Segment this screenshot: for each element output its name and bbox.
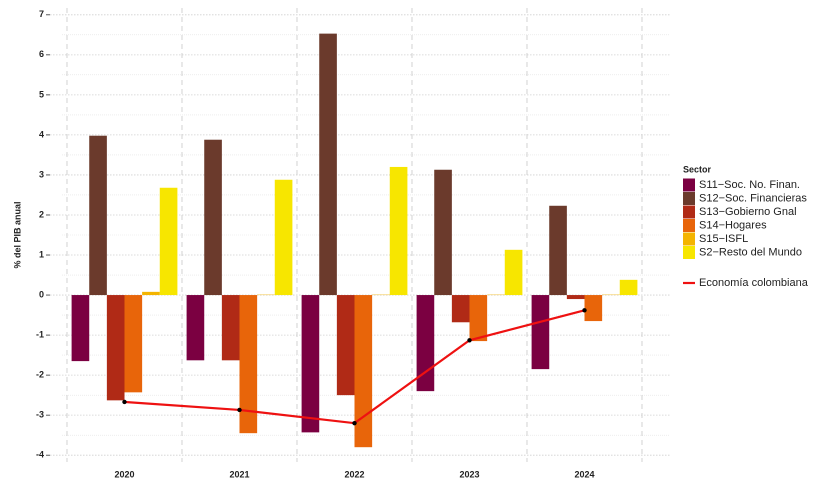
bar bbox=[566, 295, 585, 300]
bar bbox=[434, 169, 452, 296]
bar bbox=[89, 135, 107, 296]
bar bbox=[159, 187, 178, 296]
bar bbox=[301, 295, 320, 433]
legend-swatch bbox=[683, 178, 695, 192]
bar bbox=[319, 33, 337, 296]
bar bbox=[142, 291, 160, 296]
y-tick-label: 2 bbox=[39, 209, 44, 219]
bar bbox=[124, 295, 143, 393]
bar bbox=[106, 295, 125, 401]
y-tick-label: -1 bbox=[36, 329, 44, 339]
legend-label: S14−Hogares bbox=[699, 219, 767, 231]
y-axis-label: % del PIB anual bbox=[12, 201, 22, 268]
bar bbox=[204, 139, 222, 296]
bar bbox=[504, 249, 523, 296]
y-tick-label: 5 bbox=[39, 89, 44, 99]
bar bbox=[71, 295, 90, 362]
bar bbox=[549, 205, 567, 296]
bar bbox=[336, 295, 355, 396]
bar bbox=[186, 295, 205, 361]
y-tick-label: 4 bbox=[39, 129, 44, 139]
x-tick-label: 2024 bbox=[574, 469, 594, 479]
y-tick-label: 7 bbox=[39, 9, 44, 19]
bar bbox=[221, 295, 240, 361]
legend-swatch bbox=[683, 246, 695, 259]
legend-swatch bbox=[683, 205, 695, 219]
legend-swatch bbox=[683, 232, 695, 246]
bar bbox=[416, 295, 435, 392]
y-tick-label: 6 bbox=[39, 49, 44, 59]
line-point bbox=[582, 308, 587, 313]
y-tick-label: 0 bbox=[39, 289, 44, 299]
bar bbox=[239, 295, 258, 434]
x-tick-label: 2022 bbox=[344, 469, 364, 479]
y-tick-label: 3 bbox=[39, 169, 44, 179]
y-tick-label: -2 bbox=[36, 369, 44, 379]
legend-label: S13−Gobierno Gnal bbox=[699, 206, 797, 218]
line-point bbox=[352, 420, 357, 426]
bar bbox=[274, 179, 293, 296]
legend-label: S15−ISFL bbox=[699, 233, 748, 245]
bar bbox=[354, 295, 373, 448]
legend-label: Economía colombiana bbox=[699, 277, 809, 289]
y-tick-label: -4 bbox=[36, 450, 44, 460]
y-tick-label: 1 bbox=[39, 249, 44, 259]
legend-label: S12−Soc. Financieras bbox=[699, 192, 807, 204]
x-tick-label: 2020 bbox=[114, 469, 134, 479]
legend-swatch bbox=[683, 219, 695, 232]
y-tick-label: -3 bbox=[36, 410, 44, 420]
bar bbox=[389, 166, 408, 296]
bar bbox=[469, 295, 488, 342]
line-point bbox=[467, 338, 472, 343]
line-point bbox=[237, 407, 242, 413]
bar bbox=[584, 295, 603, 322]
x-tick-label: 2021 bbox=[229, 469, 249, 479]
x-tick-label: 2023 bbox=[459, 469, 479, 479]
bar bbox=[451, 295, 470, 323]
bar bbox=[619, 279, 638, 296]
line-point bbox=[122, 399, 127, 405]
legend-title: Sector bbox=[683, 164, 712, 174]
legend-label: S11−Soc. No. Finan. bbox=[699, 179, 800, 191]
bar bbox=[531, 295, 550, 370]
legend-label: S2−Resto del Mundo bbox=[699, 246, 802, 258]
legend-swatch bbox=[683, 192, 695, 205]
